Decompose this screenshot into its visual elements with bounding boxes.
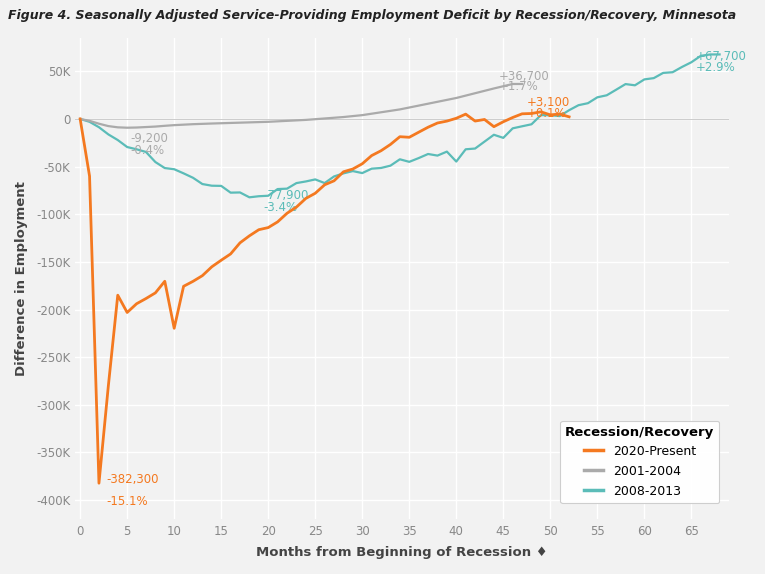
Text: +67,700: +67,700 bbox=[696, 51, 747, 63]
Text: -0.4%: -0.4% bbox=[130, 144, 164, 157]
Text: +0.1%: +0.1% bbox=[527, 107, 566, 120]
X-axis label: Months from Beginning of Recession ♦: Months from Beginning of Recession ♦ bbox=[256, 546, 548, 559]
Y-axis label: Difference in Employment: Difference in Employment bbox=[15, 181, 28, 376]
Text: +1.7%: +1.7% bbox=[499, 80, 539, 93]
Text: Figure 4. Seasonally Adjusted Service-Providing Employment Deficit by Recession/: Figure 4. Seasonally Adjusted Service-Pr… bbox=[8, 9, 736, 22]
Text: -382,300: -382,300 bbox=[106, 474, 159, 486]
Text: -77,900: -77,900 bbox=[263, 189, 309, 203]
Legend: 2020-Present, 2001-2004, 2008-2013: 2020-Present, 2001-2004, 2008-2013 bbox=[560, 421, 719, 503]
Text: +3,100: +3,100 bbox=[527, 96, 570, 110]
Text: +2.9%: +2.9% bbox=[696, 61, 736, 74]
Text: -3.4%: -3.4% bbox=[263, 201, 298, 214]
Text: -15.1%: -15.1% bbox=[106, 495, 148, 509]
Text: +36,700: +36,700 bbox=[499, 69, 549, 83]
Text: -9,200: -9,200 bbox=[130, 132, 168, 145]
